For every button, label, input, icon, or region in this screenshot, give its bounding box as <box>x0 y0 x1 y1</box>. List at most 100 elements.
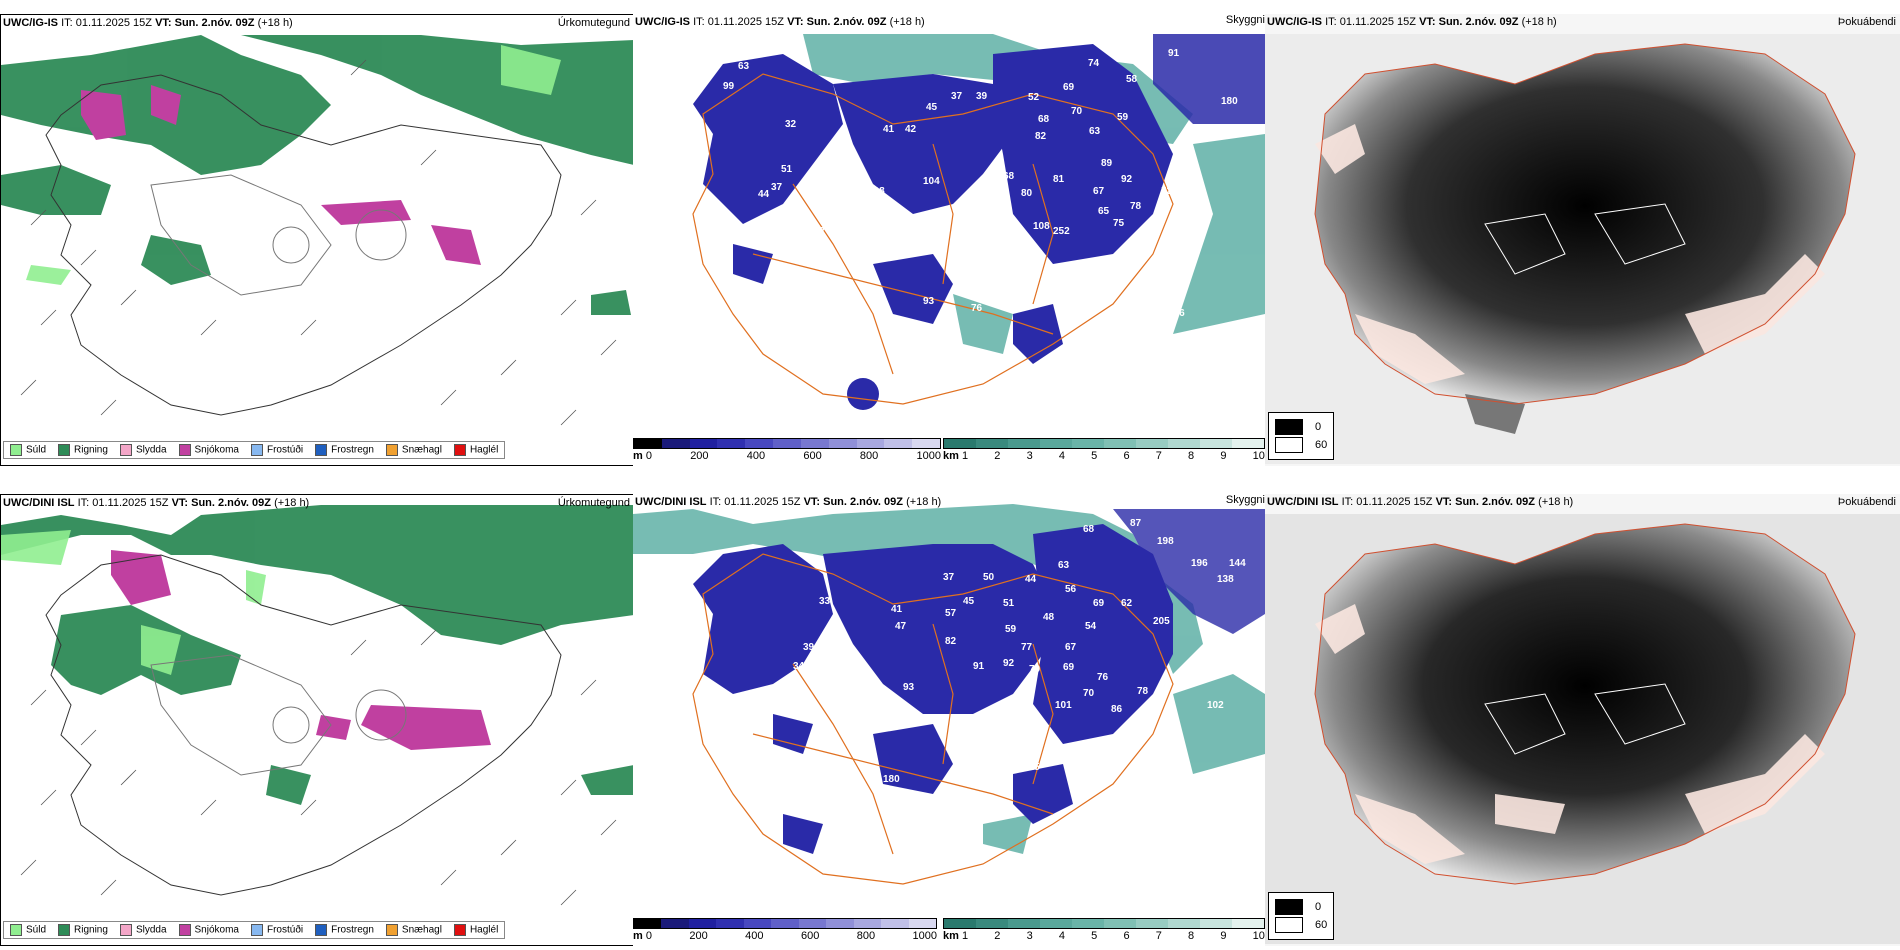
cloud-base-label: 79 <box>1029 664 1041 675</box>
precip-legend: Súld Rigning Slydda Snjókoma Frostúði Fr… <box>3 921 506 939</box>
cloud-base-label: 205 <box>1153 616 1170 627</box>
legend-item: Frostregn <box>315 444 374 456</box>
legend-item: Haglél <box>453 444 498 456</box>
it-value: 01.11.2025 15Z <box>92 497 169 509</box>
tick-label: 400 <box>746 450 766 462</box>
cloud-base-label: 63 <box>1058 560 1070 571</box>
cloud-vis-map-bottom: 68 87 198 196 144 138 37 50 44 63 56 69 … <box>633 494 1265 946</box>
tick-label: 0 <box>645 450 652 462</box>
legend-item: Súld <box>10 924 46 936</box>
cloud-base-label: 70 <box>1071 106 1083 117</box>
colorbar-unit: km <box>943 450 959 462</box>
cloud-base-label: 56 <box>743 229 755 240</box>
cloud-base-label: 252 <box>1053 226 1070 237</box>
cloud-base-label: 32 <box>785 119 797 130</box>
cloud-base-label: 37 <box>951 91 963 102</box>
colorbar-unit: km <box>943 930 959 942</box>
tick-label: 800 <box>859 450 879 462</box>
cloud-base-label: 39 <box>803 642 815 653</box>
it-label: IT: <box>709 496 722 508</box>
it-label: IT: <box>1325 16 1337 28</box>
lead-time: (+18 h) <box>1521 16 1557 28</box>
vt-label: VT: <box>1435 496 1453 508</box>
cloud-base-label: 83 <box>825 194 837 205</box>
tick-label: 6 <box>1123 450 1130 462</box>
cloud-base-label: 54 <box>1085 621 1097 632</box>
cloud-base-label: 50 <box>983 572 995 583</box>
it-label: IT: <box>77 497 90 509</box>
cloud-base-label: 89 <box>1101 158 1113 169</box>
cloud-base-label: 92 <box>1003 658 1015 669</box>
fog-legend: 0 60 <box>1268 412 1335 460</box>
cloud-base-label: 45 <box>926 102 938 113</box>
cloud-base-label: 62 <box>1121 598 1133 609</box>
cloud-base-label: 57 <box>945 608 957 619</box>
tick-label: 3 <box>1026 930 1033 942</box>
cloud-base-label: 54 <box>761 712 773 723</box>
cloud-base-label: 82 <box>945 636 957 647</box>
it-label: IT: <box>1341 496 1354 508</box>
cloud-base-label: 82 <box>1035 131 1047 142</box>
lead-time: (+18 h) <box>1538 496 1574 508</box>
cloud-base-label: 108 <box>905 346 922 357</box>
cloud-base-label: 138 <box>895 824 912 835</box>
vt-label: VT: <box>171 497 189 509</box>
fog-panel-bottom: UWC/DINI ISL IT: 01.11.2025 15Z VT: Sun.… <box>1265 494 1900 946</box>
cloud-base-label: 91 <box>973 661 985 672</box>
cloud-base-label: 138 <box>1217 574 1234 585</box>
fog-legend-item: 60 <box>1275 917 1327 933</box>
cloud-base-label: 117 <box>793 231 810 242</box>
cloud-base-label: 47 <box>895 621 907 632</box>
fog-legend-item: 60 <box>1275 437 1327 453</box>
legend-item: Frostúði <box>250 444 303 456</box>
cloud-base-label: 77 <box>1021 642 1033 653</box>
legend-item: Snæhagl <box>385 924 442 936</box>
tick-label: 1 <box>961 450 969 462</box>
tick-label: 10 <box>1252 930 1265 942</box>
cloud-base-label: 44 <box>1025 574 1037 585</box>
tick-label: 200 <box>690 450 709 462</box>
vt-value: Sun. 2.nóv. 09Z <box>174 17 255 29</box>
cloud-base-label: 37 <box>771 182 783 193</box>
cloud-base-label: 59 <box>1117 112 1129 123</box>
cloud-vis-panel-top: 91 180 74 58 63 99 37 39 52 69 70 59 41 … <box>633 14 1265 466</box>
cloud-base-label: 65 <box>1098 206 1110 217</box>
tick-label: 800 <box>856 930 876 942</box>
cloud-base-label: 104 <box>923 176 940 187</box>
tick-label: 4 <box>1058 930 1065 942</box>
cloud-base-label: 131 <box>903 224 920 235</box>
cloud-base-label: 108 <box>1033 221 1050 232</box>
cloud-base-label: 52 <box>1028 92 1040 103</box>
lead-time: (+18 h) <box>889 16 925 28</box>
precip-panel-bottom: UWC/DINI ISL IT: 01.11.2025 15Z VT: Sun.… <box>0 494 635 946</box>
cloud-base-label: 69 <box>1063 82 1075 93</box>
panel-name: Úrkomutegund <box>557 17 630 29</box>
panel-name: Úrkomutegund <box>557 497 630 509</box>
fog-legend: 0 60 <box>1268 892 1335 940</box>
tick-label: 7 <box>1155 450 1162 462</box>
precip-panel-top: UWC/IG-IS IT: 01.11.2025 15Z VT: Sun. 2.… <box>0 14 635 466</box>
panel-title: UWC/IG-IS IT: 01.11.2025 15Z VT: Sun. 2.… <box>635 16 925 28</box>
precip-map-bottom <box>1 495 634 945</box>
cloud-base-label: 78 <box>1137 686 1149 697</box>
cloud-base-label: 93 <box>903 682 915 693</box>
wind-barbs <box>20 59 617 426</box>
cloud-base-label: 58 <box>905 384 917 395</box>
cloud-base-label: 125 <box>1023 762 1040 773</box>
cloud-base-label: 180 <box>1221 96 1238 107</box>
legend-item: Haglél <box>453 924 498 936</box>
cloud-base-label: 130 <box>1095 758 1112 769</box>
tick-label: 8 <box>1188 930 1195 942</box>
cloud-base-label: 96 <box>1008 398 1020 409</box>
colorbar-unit: m <box>633 450 643 462</box>
tick-label: 4 <box>1058 450 1065 462</box>
legend-item: Snjókoma <box>178 924 239 936</box>
cloud-base-label: 246 <box>1168 308 1185 319</box>
panel-title: UWC/DINI ISL IT: 01.11.2025 15Z VT: Sun.… <box>3 497 309 509</box>
cloud-base-label: 37 <box>943 572 955 583</box>
cloud-base-label: 45 <box>816 684 828 695</box>
tick-label: 0 <box>645 930 652 942</box>
cloud-base-label: 58 <box>1126 74 1138 85</box>
it-value: 01.11.2025 15Z <box>707 16 784 28</box>
lead-time: (+18 h) <box>257 17 293 29</box>
